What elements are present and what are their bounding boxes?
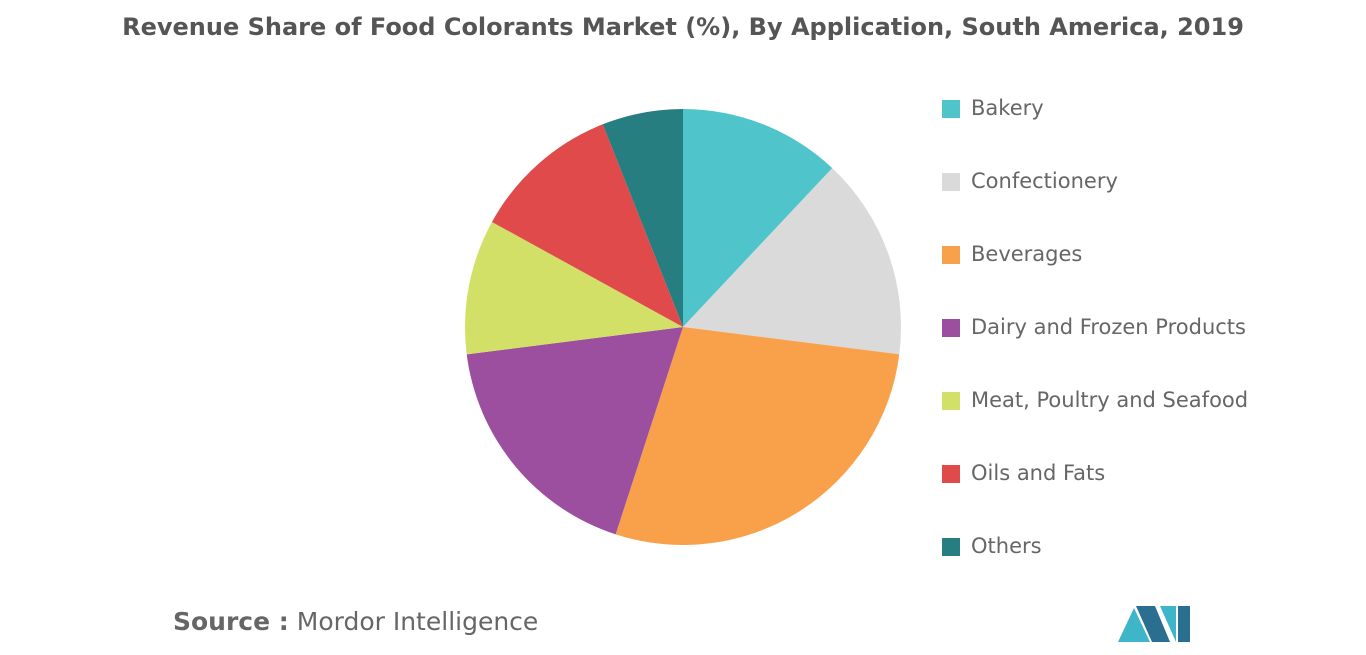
source: Source : Mordor Intelligence <box>173 607 538 636</box>
chart-title: Revenue Share of Food Colorants Market (… <box>122 13 1244 41</box>
source-text: Mordor Intelligence <box>297 607 539 636</box>
legend-swatch <box>942 100 960 118</box>
legend-label: Bakery <box>971 96 1044 120</box>
logo <box>1118 606 1190 642</box>
pie-slice <box>466 327 683 535</box>
legend-swatch <box>942 246 960 264</box>
legend-swatch <box>942 392 960 410</box>
legend-label: Meat, Poultry and Seafood <box>971 388 1248 412</box>
pie-slice <box>602 109 683 327</box>
legend-swatch <box>942 538 960 556</box>
legend-label: Others <box>971 534 1042 558</box>
legend-swatch <box>942 319 960 337</box>
pie-slice <box>683 168 901 355</box>
legend-label: Oils and Fats <box>971 461 1105 485</box>
legend-swatch <box>942 465 960 483</box>
pie-slice <box>615 327 900 545</box>
legend-swatch <box>942 173 960 191</box>
legend-label: Dairy and Frozen Products <box>971 315 1246 339</box>
pie-slice <box>491 124 683 328</box>
pie-slice <box>683 109 833 327</box>
legend-label: Beverages <box>971 242 1082 266</box>
pie-slice <box>465 221 683 355</box>
source-label: Source : <box>173 607 289 636</box>
legend-label: Confectionery <box>971 169 1118 193</box>
